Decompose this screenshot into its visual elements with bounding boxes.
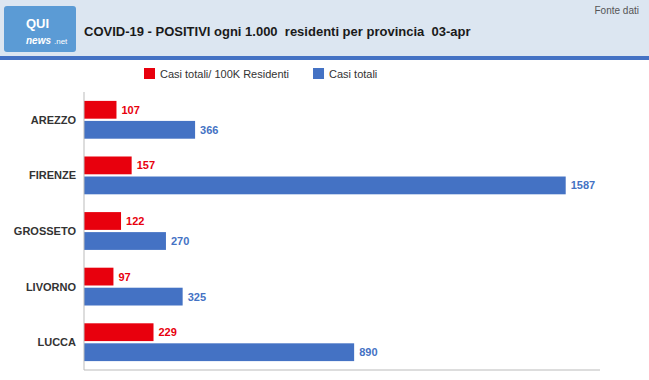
logo-text: .net	[54, 37, 68, 46]
logo-text: news	[26, 35, 51, 46]
chart-root: QUI news.net Fonte dati COVID-19 - POSITIVI…	[0, 0, 649, 380]
bar	[84, 268, 113, 286]
value-label: 890	[359, 346, 377, 358]
value-label: 270	[171, 235, 189, 247]
bar	[84, 101, 116, 119]
bars	[84, 101, 566, 361]
legend-swatch	[313, 68, 324, 79]
value-label: 325	[188, 291, 206, 303]
bar	[84, 343, 354, 361]
category-label: LUCCA	[38, 336, 77, 348]
bar	[84, 323, 154, 341]
value-label: 366	[200, 124, 218, 136]
labels: AREZZO 107 366 FIRENZE 157 1587 GROSSETO 122 270…	[14, 104, 595, 358]
header-bg	[0, 0, 649, 56]
chart-svg: QUI news.net Fonte dati COVID-19 - POSITIVI…	[0, 0, 649, 380]
category-label: GROSSETO	[14, 225, 77, 237]
y-axis-line	[84, 92, 85, 370]
x-axis-line	[84, 370, 600, 371]
logo-box	[4, 6, 76, 52]
bar	[84, 177, 566, 195]
value-label: 107	[121, 104, 139, 116]
logo: QUI news.net	[4, 6, 76, 52]
category-label: LIVORNO	[26, 281, 77, 293]
bar	[84, 121, 195, 139]
legend-label: Casi totali	[329, 68, 377, 80]
value-label: 1587	[571, 179, 595, 191]
legend: Casi totali/ 100K Residenti Casi totali	[144, 68, 377, 80]
header-stripe	[0, 56, 649, 60]
value-label: 157	[137, 159, 155, 171]
bar	[84, 288, 183, 306]
source-note: Fonte dati	[595, 5, 639, 16]
category-label: FIRENZE	[29, 169, 76, 181]
legend-swatch	[144, 68, 155, 79]
bar	[84, 156, 132, 174]
title: COVID-19 - POSITIVI ogni 1.000 residenti…	[84, 24, 471, 39]
logo-text: QUI	[26, 16, 49, 31]
bar	[84, 232, 166, 250]
legend-label: Casi totali/ 100K Residenti	[160, 68, 289, 80]
category-label: AREZZO	[31, 114, 77, 126]
value-label: 97	[118, 271, 130, 283]
value-label: 229	[159, 326, 177, 338]
bar	[84, 212, 121, 230]
value-label: 122	[126, 215, 144, 227]
